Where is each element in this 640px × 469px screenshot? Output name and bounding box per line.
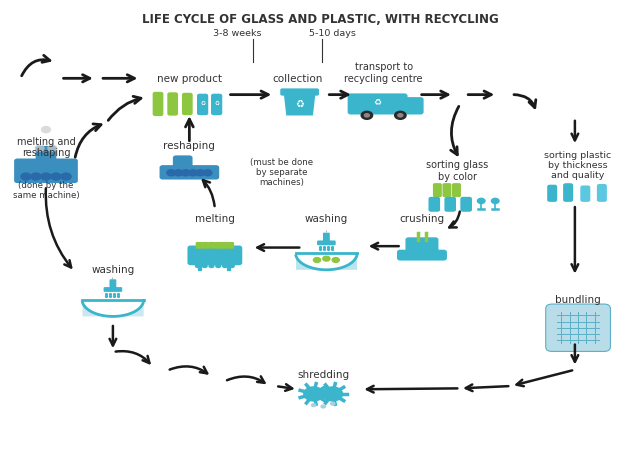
FancyBboxPatch shape [397,250,447,261]
Text: washing: washing [305,213,348,224]
Circle shape [320,404,326,408]
Circle shape [330,401,335,406]
Circle shape [477,197,486,204]
FancyBboxPatch shape [109,279,116,290]
FancyBboxPatch shape [317,241,335,245]
FancyBboxPatch shape [159,165,219,180]
FancyBboxPatch shape [227,242,234,249]
Circle shape [202,264,208,268]
Text: 5-10 days: 5-10 days [309,30,356,38]
FancyBboxPatch shape [442,183,451,197]
FancyBboxPatch shape [397,97,424,114]
FancyBboxPatch shape [36,146,56,163]
FancyBboxPatch shape [153,92,163,116]
FancyBboxPatch shape [406,237,438,254]
FancyBboxPatch shape [547,185,557,202]
Circle shape [394,111,407,120]
Circle shape [35,144,45,152]
FancyBboxPatch shape [182,93,193,115]
Circle shape [222,264,228,268]
FancyBboxPatch shape [444,197,456,212]
Circle shape [40,173,52,181]
Text: 🚿: 🚿 [326,231,327,232]
Circle shape [228,264,235,268]
Circle shape [360,111,373,120]
Text: collection: collection [273,74,323,83]
FancyBboxPatch shape [202,242,209,249]
Text: reshaping: reshaping [163,141,215,151]
FancyBboxPatch shape [197,94,208,115]
Circle shape [188,169,198,176]
Circle shape [180,169,191,176]
Circle shape [313,257,321,263]
Circle shape [322,386,343,401]
Text: new product: new product [157,74,222,83]
Circle shape [195,264,201,268]
FancyBboxPatch shape [14,159,78,183]
Text: transport to
recycling centre: transport to recycling centre [344,62,423,83]
Text: shredding: shredding [297,370,349,380]
FancyBboxPatch shape [214,242,221,249]
Text: melting: melting [195,213,235,224]
FancyBboxPatch shape [188,245,243,265]
Circle shape [491,197,500,204]
Circle shape [209,264,214,268]
Text: LIFE CYCLE OF GLASS AND PLASTIC, WITH RECYCLING: LIFE CYCLE OF GLASS AND PLASTIC, WITH RE… [141,13,499,26]
Text: 3-8 weeks: 3-8 weeks [213,30,261,38]
Circle shape [397,113,404,118]
Circle shape [51,173,62,181]
FancyBboxPatch shape [104,287,122,292]
FancyBboxPatch shape [546,304,611,351]
Circle shape [303,386,324,401]
Text: melting and
reshaping: melting and reshaping [17,136,76,158]
Text: sorting plastic
by thickness
and quality: sorting plastic by thickness and quality [545,151,612,181]
Text: washing: washing [92,265,134,275]
Circle shape [195,169,205,176]
Circle shape [166,169,176,176]
Text: crushing: crushing [399,213,445,224]
Text: ♻: ♻ [201,100,206,106]
Circle shape [47,144,58,152]
Text: sorting glass
by color: sorting glass by color [426,160,488,182]
Circle shape [332,257,340,263]
FancyBboxPatch shape [460,197,472,212]
FancyBboxPatch shape [173,155,193,170]
Circle shape [202,169,212,176]
Text: (must be done
by separate
machines): (must be done by separate machines) [250,158,314,188]
Circle shape [311,403,317,407]
Circle shape [215,264,221,268]
FancyBboxPatch shape [196,242,203,249]
FancyBboxPatch shape [563,183,573,202]
FancyBboxPatch shape [348,93,408,114]
Text: ♻: ♻ [374,98,381,106]
FancyBboxPatch shape [433,183,442,197]
FancyBboxPatch shape [208,242,215,249]
FancyBboxPatch shape [211,94,222,115]
Text: (done by the
same machine): (done by the same machine) [13,181,79,200]
Text: bundling: bundling [556,295,601,305]
FancyBboxPatch shape [452,183,461,197]
FancyBboxPatch shape [280,88,319,96]
FancyBboxPatch shape [429,197,440,212]
Circle shape [20,173,31,181]
FancyBboxPatch shape [167,92,178,116]
Circle shape [173,169,184,176]
FancyBboxPatch shape [323,233,330,243]
Circle shape [364,113,370,118]
Text: ♻: ♻ [295,99,304,109]
FancyBboxPatch shape [580,185,590,202]
Circle shape [41,126,51,133]
Circle shape [322,256,331,262]
FancyBboxPatch shape [597,184,607,202]
Circle shape [60,173,72,181]
Circle shape [30,173,42,181]
Text: ♻: ♻ [215,100,220,106]
Polygon shape [284,94,316,115]
FancyBboxPatch shape [221,242,228,249]
